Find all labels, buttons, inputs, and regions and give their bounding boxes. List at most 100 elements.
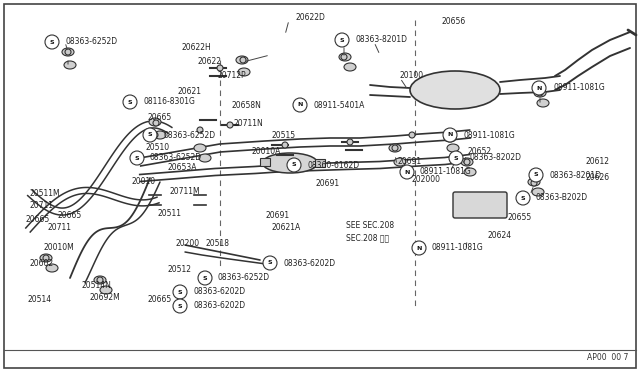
Ellipse shape: [64, 61, 76, 69]
Circle shape: [130, 151, 144, 165]
Ellipse shape: [344, 63, 356, 71]
Ellipse shape: [461, 158, 473, 166]
Text: 20515: 20515: [272, 131, 296, 141]
Ellipse shape: [339, 53, 351, 61]
Text: S: S: [454, 155, 458, 160]
Text: SEE SEC.208: SEE SEC.208: [346, 221, 394, 231]
Text: 08363-8202D: 08363-8202D: [469, 154, 521, 163]
Text: 202000: 202000: [412, 174, 441, 183]
Text: 20100: 20100: [400, 71, 424, 80]
Text: 08360-6162D: 08360-6162D: [307, 160, 359, 170]
Text: 20626: 20626: [585, 173, 609, 183]
Text: 08911-1081G: 08911-1081G: [432, 244, 484, 253]
Text: 20624: 20624: [487, 231, 511, 241]
Bar: [315, 159, 325, 167]
Circle shape: [443, 128, 457, 142]
Text: 20665: 20665: [148, 295, 172, 305]
Text: 20612: 20612: [585, 157, 609, 167]
Circle shape: [409, 132, 415, 138]
Circle shape: [464, 159, 470, 165]
Text: 20200: 20200: [175, 240, 199, 248]
Text: 20711: 20711: [30, 202, 54, 211]
Text: 20692M: 20692M: [89, 294, 120, 302]
Ellipse shape: [238, 68, 250, 76]
Circle shape: [282, 142, 288, 148]
Circle shape: [287, 158, 301, 172]
Text: 08363-6252D: 08363-6252D: [218, 273, 270, 282]
Ellipse shape: [100, 286, 112, 294]
Text: 20621A: 20621A: [272, 224, 301, 232]
Text: S: S: [521, 196, 525, 201]
Text: 20691: 20691: [316, 179, 340, 187]
Text: 20691: 20691: [265, 211, 289, 219]
Text: 08363-6252D: 08363-6252D: [65, 38, 117, 46]
Ellipse shape: [94, 276, 106, 284]
Text: S: S: [268, 260, 272, 266]
Bar: [260, 158, 270, 166]
Text: N: N: [536, 86, 541, 90]
Text: 08911-5401A: 08911-5401A: [314, 100, 365, 109]
Text: 20665: 20665: [26, 215, 51, 224]
Circle shape: [143, 128, 157, 142]
Ellipse shape: [444, 134, 456, 142]
Circle shape: [43, 255, 49, 261]
Ellipse shape: [262, 153, 317, 173]
Text: S: S: [178, 289, 182, 295]
Text: 20602: 20602: [30, 260, 54, 269]
Text: 08116-8301G: 08116-8301G: [143, 97, 195, 106]
Text: 08363-6252D: 08363-6252D: [150, 154, 202, 163]
Text: N: N: [404, 170, 410, 174]
Circle shape: [449, 151, 463, 165]
Circle shape: [341, 54, 347, 60]
Text: 20652: 20652: [467, 148, 491, 157]
Circle shape: [263, 256, 277, 270]
Ellipse shape: [46, 264, 58, 272]
Text: 20712P: 20712P: [218, 71, 246, 80]
Text: 20653A: 20653A: [167, 163, 196, 171]
Circle shape: [531, 180, 537, 186]
Circle shape: [412, 241, 426, 255]
Circle shape: [173, 285, 187, 299]
Text: 20665: 20665: [57, 211, 81, 219]
Ellipse shape: [447, 144, 459, 152]
Circle shape: [45, 35, 59, 49]
Ellipse shape: [389, 144, 401, 152]
Circle shape: [217, 65, 223, 71]
Text: S: S: [178, 304, 182, 308]
Text: SEC.208 参照: SEC.208 参照: [346, 234, 389, 243]
Ellipse shape: [199, 154, 211, 162]
Text: 20665: 20665: [148, 113, 172, 122]
Circle shape: [173, 299, 187, 313]
Ellipse shape: [528, 178, 540, 186]
Text: 20658N: 20658N: [231, 102, 261, 110]
Text: S: S: [292, 163, 296, 167]
Text: S: S: [50, 39, 54, 45]
Text: AP00  00 7: AP00 00 7: [587, 353, 628, 362]
Circle shape: [400, 165, 414, 179]
Text: 20691: 20691: [397, 157, 421, 167]
Circle shape: [152, 132, 158, 138]
Text: 08363-8201D: 08363-8201D: [355, 35, 407, 45]
Circle shape: [392, 145, 398, 151]
Text: N: N: [416, 246, 422, 250]
Circle shape: [197, 127, 203, 133]
Text: 20711: 20711: [47, 224, 71, 232]
Text: N: N: [447, 132, 452, 138]
Ellipse shape: [149, 118, 161, 126]
Circle shape: [445, 135, 451, 141]
Text: 08363-6202D: 08363-6202D: [193, 301, 245, 311]
Text: 20510: 20510: [145, 142, 169, 151]
Circle shape: [240, 57, 246, 63]
Ellipse shape: [534, 89, 546, 97]
Text: 08363-8201D: 08363-8201D: [549, 170, 601, 180]
Text: 20010A: 20010A: [252, 148, 282, 157]
Text: 20656: 20656: [442, 17, 467, 26]
Circle shape: [123, 95, 137, 109]
Text: 20512: 20512: [167, 264, 191, 273]
Text: 20621: 20621: [178, 87, 202, 96]
Text: 08911-1081G: 08911-1081G: [553, 83, 605, 93]
Text: 20514N: 20514N: [82, 280, 112, 289]
Ellipse shape: [394, 158, 406, 166]
FancyBboxPatch shape: [453, 192, 507, 218]
Text: 20010M: 20010M: [44, 243, 75, 251]
